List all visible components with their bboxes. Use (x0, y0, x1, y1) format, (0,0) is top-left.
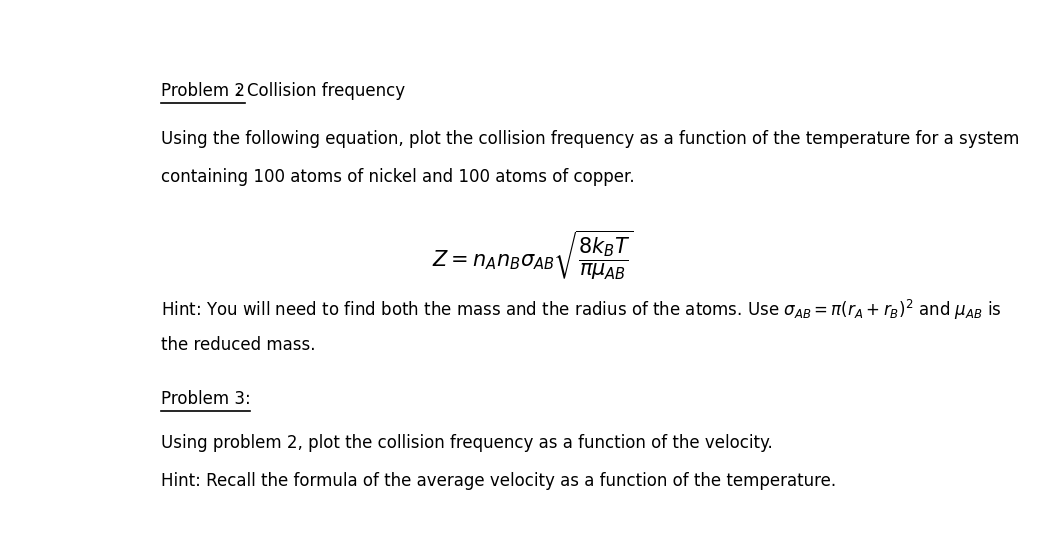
Text: Using problem 2, plot the collision frequency as a function of the velocity.: Using problem 2, plot the collision freq… (160, 434, 773, 452)
Text: containing 100 atoms of nickel and 100 atoms of copper.: containing 100 atoms of nickel and 100 a… (160, 168, 634, 186)
Text: Using the following equation, plot the collision frequency as a function of the : Using the following equation, plot the c… (160, 130, 1019, 148)
Text: Problem 3:: Problem 3: (160, 390, 251, 408)
Text: Hint: You will need to find both the mass and the radius of the atoms. Use $\sig: Hint: You will need to find both the mas… (160, 298, 1002, 321)
Text: the reduced mass.: the reduced mass. (160, 336, 315, 354)
Text: Problem 2: Problem 2 (160, 82, 244, 100)
Text: Hint: Recall the formula of the average velocity as a function of the temperatur: Hint: Recall the formula of the average … (160, 473, 836, 491)
Text: : Collision frequency: : Collision frequency (236, 82, 406, 100)
Text: $Z = n_A n_B \sigma_{AB} \sqrt{\dfrac{8k_B T}{\pi\mu_{AB}}}$: $Z = n_A n_B \sigma_{AB} \sqrt{\dfrac{8k… (432, 229, 634, 282)
